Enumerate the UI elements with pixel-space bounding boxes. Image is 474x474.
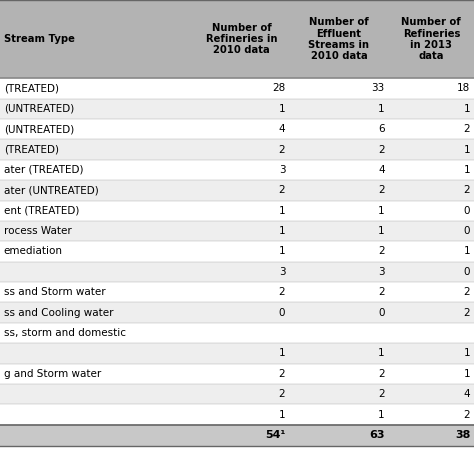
Text: 18: 18: [457, 83, 470, 93]
Text: ss, storm and domestic: ss, storm and domestic: [4, 328, 126, 338]
Text: 2: 2: [279, 369, 285, 379]
Text: 2: 2: [464, 124, 470, 134]
Bar: [0, 201, 474, 221]
Text: 1: 1: [464, 369, 470, 379]
Bar: [0, 343, 474, 364]
Text: (TREATED): (TREATED): [4, 83, 59, 93]
Text: (UNTREATED): (UNTREATED): [4, 124, 74, 134]
Text: 1: 1: [464, 145, 470, 155]
Text: 1: 1: [464, 246, 470, 256]
Text: 2: 2: [378, 287, 385, 297]
Text: ater (UNTREATED): ater (UNTREATED): [4, 185, 99, 195]
Text: 2: 2: [378, 185, 385, 195]
Text: 1: 1: [279, 206, 285, 216]
Text: 0: 0: [464, 226, 470, 236]
Text: 2: 2: [378, 246, 385, 256]
Text: 1: 1: [378, 226, 385, 236]
Text: 54¹: 54¹: [265, 430, 285, 440]
Bar: [0, 282, 474, 302]
Text: 1: 1: [464, 348, 470, 358]
Text: 2: 2: [464, 287, 470, 297]
Bar: [0, 0, 474, 78]
Bar: [0, 302, 474, 323]
Text: 1: 1: [378, 206, 385, 216]
Text: rocess Water: rocess Water: [4, 226, 72, 236]
Text: 0: 0: [464, 267, 470, 277]
Bar: [0, 241, 474, 262]
Text: 2: 2: [279, 145, 285, 155]
Text: 0: 0: [378, 308, 385, 318]
Bar: [0, 160, 474, 180]
Text: ent (TREATED): ent (TREATED): [4, 206, 79, 216]
Bar: [0, 384, 474, 404]
Text: 0: 0: [464, 206, 470, 216]
Text: 2: 2: [378, 369, 385, 379]
Text: 2: 2: [279, 389, 285, 399]
Text: 1: 1: [279, 104, 285, 114]
Bar: [0, 323, 474, 343]
Text: 1: 1: [378, 348, 385, 358]
Text: 2: 2: [279, 287, 285, 297]
Text: 63: 63: [369, 430, 385, 440]
Bar: [0, 262, 474, 282]
Text: emediation: emediation: [4, 246, 63, 256]
Text: 3: 3: [279, 267, 285, 277]
Bar: [0, 139, 474, 160]
Text: g and Storm water: g and Storm water: [4, 369, 101, 379]
Text: 1: 1: [464, 165, 470, 175]
Text: 2: 2: [378, 145, 385, 155]
Bar: [0, 364, 474, 384]
Text: 1: 1: [378, 104, 385, 114]
Text: 4: 4: [378, 165, 385, 175]
Text: (TREATED): (TREATED): [4, 145, 59, 155]
Text: 3: 3: [279, 165, 285, 175]
Text: 4: 4: [464, 389, 470, 399]
Text: 1: 1: [464, 104, 470, 114]
Bar: [0, 221, 474, 241]
Text: ss and Cooling water: ss and Cooling water: [4, 308, 113, 318]
Text: 6: 6: [378, 124, 385, 134]
Text: 2: 2: [279, 185, 285, 195]
Bar: [0, 425, 474, 446]
Bar: [0, 99, 474, 119]
Text: Number of
Effluent
Streams in
2010 data: Number of Effluent Streams in 2010 data: [309, 18, 369, 61]
Bar: [0, 180, 474, 201]
Text: Stream Type: Stream Type: [4, 34, 75, 44]
Text: 1: 1: [279, 348, 285, 358]
Text: 1: 1: [279, 226, 285, 236]
Text: Number of
Refineries in
2010 data: Number of Refineries in 2010 data: [206, 23, 277, 55]
Text: 0: 0: [279, 308, 285, 318]
Text: 2: 2: [464, 410, 470, 419]
Text: 28: 28: [272, 83, 285, 93]
Text: 3: 3: [378, 267, 385, 277]
Text: 2: 2: [378, 389, 385, 399]
Text: ater (TREATED): ater (TREATED): [4, 165, 83, 175]
Text: 2: 2: [464, 185, 470, 195]
Bar: [0, 404, 474, 425]
Text: 1: 1: [279, 246, 285, 256]
Text: 4: 4: [279, 124, 285, 134]
Bar: [0, 78, 474, 99]
Text: 1: 1: [378, 410, 385, 419]
Text: 38: 38: [455, 430, 470, 440]
Text: 1: 1: [279, 410, 285, 419]
Text: (UNTREATED): (UNTREATED): [4, 104, 74, 114]
Text: ss and Storm water: ss and Storm water: [4, 287, 105, 297]
Text: 2: 2: [464, 308, 470, 318]
Text: Number of
Refineries
in 2013
data: Number of Refineries in 2013 data: [401, 18, 461, 61]
Bar: [0, 119, 474, 139]
Text: 33: 33: [372, 83, 385, 93]
